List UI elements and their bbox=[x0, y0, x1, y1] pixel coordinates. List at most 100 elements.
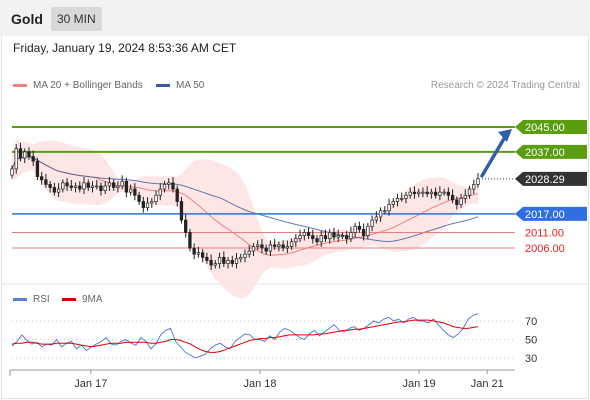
candle-body bbox=[467, 188, 472, 196]
candle-body bbox=[61, 182, 65, 190]
candle-body bbox=[264, 247, 268, 252]
ma50-swatch bbox=[156, 83, 170, 87]
candle-body bbox=[294, 238, 298, 243]
candle-body bbox=[209, 260, 213, 266]
rsi-level-label: 30 bbox=[525, 353, 537, 365]
candle-body bbox=[459, 198, 463, 205]
candle-body bbox=[361, 229, 366, 236]
candle-body bbox=[192, 247, 196, 255]
candle-body bbox=[27, 151, 31, 157]
candle-body bbox=[107, 182, 112, 187]
candle-body bbox=[56, 188, 61, 193]
candle-body bbox=[124, 180, 129, 193]
candle-body bbox=[95, 185, 99, 188]
candle-body bbox=[103, 185, 107, 191]
candle-body bbox=[78, 185, 82, 190]
forecast-arrow bbox=[480, 129, 512, 178]
candle-body bbox=[217, 256, 222, 264]
interval-button[interactable]: 30 MIN bbox=[51, 7, 102, 31]
candle-body bbox=[184, 219, 188, 233]
candle-body bbox=[247, 250, 251, 255]
candle-body bbox=[281, 244, 285, 249]
legend-ma20-label: MA 20 + Bollinger Bands bbox=[33, 80, 143, 91]
candle-body bbox=[472, 184, 476, 190]
candle-body bbox=[446, 191, 450, 196]
current-price-label: 2028.29 bbox=[525, 174, 565, 186]
price-level-labels: 2045.00 2037.00 2028.29 2017.00 2011.00 2006.… bbox=[515, 120, 587, 255]
candle-body bbox=[345, 235, 349, 240]
candle-body bbox=[222, 256, 226, 264]
candle-body bbox=[256, 244, 260, 247]
resistance-label: 2045.00 bbox=[525, 122, 565, 134]
chart-header: Gold 30 MIN bbox=[0, 0, 590, 36]
support-label: 2011.00 bbox=[525, 227, 564, 239]
candle-body bbox=[112, 182, 116, 188]
candle-body bbox=[450, 194, 455, 201]
candle-body bbox=[31, 156, 35, 162]
candle-body bbox=[52, 187, 57, 193]
candles bbox=[10, 142, 480, 271]
legend-ma50: MA 50 bbox=[156, 80, 204, 91]
candle-body bbox=[40, 176, 44, 181]
candle-body bbox=[171, 182, 175, 190]
candle-body bbox=[35, 160, 40, 177]
candle-body bbox=[167, 182, 171, 185]
candle-body bbox=[133, 188, 137, 196]
time-tick-label: Jan 21 bbox=[471, 378, 504, 390]
ma50-line bbox=[11, 156, 479, 243]
candle-body bbox=[298, 235, 302, 240]
candle-body bbox=[417, 191, 421, 195]
candle-body bbox=[65, 182, 69, 187]
rsi-swatch bbox=[13, 297, 27, 301]
candle-body bbox=[48, 184, 52, 188]
candle-body bbox=[366, 225, 370, 236]
candle-body bbox=[315, 238, 319, 243]
candle-body bbox=[353, 225, 357, 233]
candle-body bbox=[357, 225, 362, 230]
ma20-swatch bbox=[13, 83, 27, 87]
legend-rsi: RSI bbox=[13, 294, 50, 305]
candle-body bbox=[213, 263, 217, 266]
candle-body bbox=[476, 178, 480, 185]
candle-body bbox=[404, 194, 408, 199]
candle-body bbox=[73, 185, 78, 188]
forecast-arrow-head bbox=[498, 129, 512, 142]
candle-body bbox=[175, 188, 179, 202]
candle-body bbox=[328, 232, 332, 240]
candle-body bbox=[323, 235, 328, 240]
candle-body bbox=[378, 210, 383, 218]
candle-body bbox=[90, 185, 95, 188]
resistance-label: 2037.00 bbox=[525, 147, 565, 159]
time-tick-label: Jan 19 bbox=[403, 378, 436, 390]
resistance-tag bbox=[515, 120, 587, 134]
candle-body bbox=[243, 253, 247, 258]
candle-body bbox=[306, 232, 311, 236]
candle-body bbox=[349, 232, 353, 240]
candle-body bbox=[391, 201, 395, 205]
support-main-label: 2017.00 bbox=[525, 209, 565, 221]
candle-body bbox=[23, 151, 27, 159]
candle-body bbox=[412, 191, 417, 195]
candle-body bbox=[421, 191, 425, 194]
candle-body bbox=[226, 260, 230, 264]
candle-body bbox=[150, 201, 154, 204]
support-label: 2006.00 bbox=[525, 243, 565, 255]
forecast-arrow-shaft bbox=[480, 135, 507, 178]
candle-body bbox=[137, 194, 141, 202]
candle-body bbox=[82, 182, 86, 190]
candle-body bbox=[251, 246, 256, 252]
candle-body bbox=[277, 244, 281, 247]
candle-body bbox=[268, 244, 273, 252]
candle-body bbox=[260, 244, 264, 249]
current-price-tag bbox=[515, 171, 587, 186]
time-tick-label: Jan 18 bbox=[243, 378, 276, 390]
candle-body bbox=[188, 232, 192, 249]
candle-body bbox=[340, 235, 345, 237]
candle-body bbox=[128, 188, 133, 193]
candle-body bbox=[154, 194, 158, 202]
candle-body bbox=[116, 185, 120, 188]
candle-body bbox=[200, 252, 205, 258]
candle-body bbox=[86, 182, 90, 188]
candle-body bbox=[383, 210, 387, 213]
legend-9ma: 9MA bbox=[62, 294, 103, 305]
